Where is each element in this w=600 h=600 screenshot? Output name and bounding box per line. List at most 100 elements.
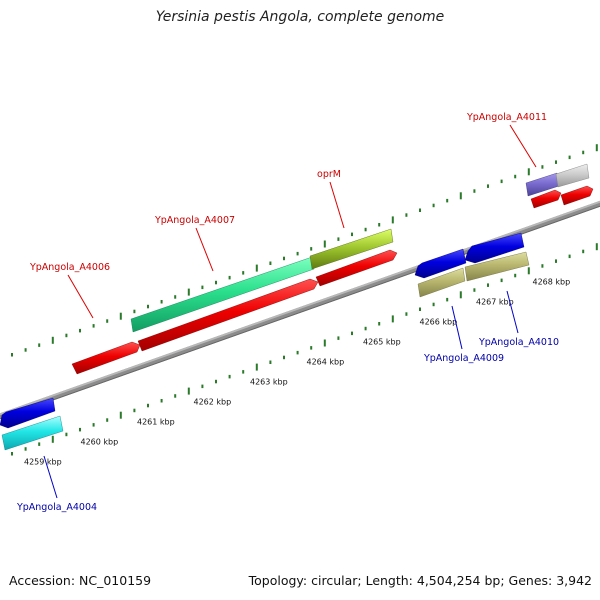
genome-backbone <box>0 200 600 420</box>
gene-ypangola-a4004[interactable] <box>0 397 56 429</box>
lower-tick-13 <box>187 387 190 395</box>
lower-tick-32 <box>446 297 449 302</box>
ypangola-a4004-label[interactable]: YpAngola_A4004 <box>16 502 97 513</box>
lower-tick-28 <box>391 315 394 323</box>
scale-label-5: 4264 kbp <box>307 358 345 367</box>
upper-tick-20 <box>283 256 285 261</box>
lower-tick-11 <box>160 399 163 403</box>
lower-tick-6 <box>92 423 95 427</box>
upper-tick-33 <box>459 192 462 200</box>
lower-tick-22 <box>310 346 313 350</box>
gene-labels: YpAngola_A4011 oprM YpAngola_A4007 YpAng… <box>16 112 559 513</box>
upper-tick-37 <box>514 174 517 179</box>
lower-tick-8 <box>119 411 122 419</box>
lower-tick-0 <box>11 452 13 456</box>
scale-label-4: 4263 kbp <box>250 378 288 387</box>
lower-tick-9 <box>133 408 136 413</box>
upper-tick-30 <box>419 208 421 212</box>
upper-tick-34 <box>473 189 476 193</box>
gene-ypangola-a4006[interactable] <box>71 341 141 375</box>
lower-tick-14 <box>201 384 204 389</box>
lower-tick-39 <box>541 264 544 268</box>
scale-label-2: 4261 kbp <box>137 418 175 427</box>
scale-label-0: 4259 kbp <box>24 458 62 467</box>
lower-tick-2 <box>38 442 41 446</box>
upper-tick-29 <box>405 213 408 217</box>
lower-tick-35 <box>487 283 489 287</box>
upper-tick-27 <box>378 223 381 227</box>
scale-label-6: 4265 kbp <box>363 338 401 347</box>
feature-ypangola-a4007-block <box>130 256 315 333</box>
gene-oprm[interactable] <box>315 249 398 287</box>
lower-tick-18 <box>255 363 258 371</box>
lower-tick-42 <box>582 249 585 254</box>
upper-tick-41 <box>568 155 571 160</box>
upper-tick-31 <box>432 203 435 208</box>
lower-tick-36 <box>500 278 503 283</box>
oprm-label[interactable]: oprM <box>317 169 341 180</box>
lower-tick-5 <box>79 427 81 432</box>
upper-tick-35 <box>487 184 489 188</box>
upper-tick-13 <box>187 288 190 296</box>
upper-tick-32 <box>446 198 449 203</box>
upper-tick-38 <box>527 168 530 176</box>
lower-tick-30 <box>419 307 421 311</box>
gene-ypangola-a4011[interactable] <box>530 185 594 209</box>
lower-tick-43 <box>595 243 598 251</box>
upper-tick-19 <box>269 261 272 265</box>
lower-tick-16 <box>228 374 231 379</box>
scale-label-1: 4260 kbp <box>81 438 119 447</box>
upper-tick-7 <box>106 319 109 323</box>
leader-lines <box>43 124 537 499</box>
ypangola-a4010-label[interactable]: YpAngola_A4010 <box>478 337 559 348</box>
gene-ypangola-a4010[interactable] <box>464 232 525 264</box>
ypangola-a4009-label[interactable]: YpAngola_A4009 <box>423 353 504 364</box>
scale-label-9: 4268 kbp <box>533 277 571 286</box>
scale-label-3: 4262 kbp <box>194 398 232 407</box>
upper-tick-12 <box>174 295 177 299</box>
upper-tick-16 <box>228 275 231 280</box>
ypangola-a4007-label[interactable]: YpAngola_A4007 <box>154 215 235 226</box>
upper-tick-11 <box>160 300 163 304</box>
feature-oprm-block <box>309 228 394 270</box>
ypangola-a4006-label[interactable]: YpAngola_A4006 <box>29 262 110 273</box>
ypangola-a4011-label[interactable]: YpAngola_A4011 <box>466 112 547 123</box>
lower-tick-21 <box>296 350 299 355</box>
lower-tick-40 <box>555 259 557 263</box>
upper-tick-24 <box>337 237 340 241</box>
upper-tick-18 <box>255 264 258 272</box>
gene-ypangola-a4007[interactable] <box>137 278 319 352</box>
accession-text: Accession: NC_010159 <box>9 573 152 588</box>
feature-ypangola-a4011-block <box>525 163 590 197</box>
lower-tick-31 <box>432 302 435 307</box>
upper-tick-9 <box>133 309 136 314</box>
upper-tick-28 <box>391 216 394 224</box>
feature-ypangola-a4004-block <box>1 415 64 451</box>
feature-ypangola-a4009-block <box>417 267 466 298</box>
upper-tick-40 <box>555 160 557 164</box>
lower-tick-41 <box>568 254 571 259</box>
upper-tick-3 <box>51 336 54 344</box>
map-title: Yersinia pestis Angola, complete genome <box>155 9 445 25</box>
lower-tick-19 <box>269 360 272 364</box>
tick-row-lower <box>11 243 598 456</box>
upper-tick-10 <box>147 304 149 309</box>
upper-tick-2 <box>38 343 41 347</box>
upper-tick-26 <box>364 227 367 232</box>
upper-tick-42 <box>582 150 585 155</box>
upper-tick-36 <box>500 179 503 184</box>
upper-tick-14 <box>201 285 204 290</box>
upper-tick-0 <box>11 353 13 357</box>
upper-tick-5 <box>79 328 81 333</box>
upper-tick-23 <box>323 240 326 248</box>
lower-tick-15 <box>215 379 217 384</box>
upper-tick-15 <box>215 280 217 285</box>
lower-tick-24 <box>337 336 340 340</box>
gene-ypangola-a4009[interactable] <box>414 248 467 279</box>
lower-tick-25 <box>351 331 353 336</box>
lower-tick-4 <box>65 432 68 437</box>
lower-tick-34 <box>473 288 476 292</box>
topology-text: Topology: circular; Length: 4,504,254 bp… <box>248 573 592 588</box>
lower-tick-26 <box>364 326 367 331</box>
